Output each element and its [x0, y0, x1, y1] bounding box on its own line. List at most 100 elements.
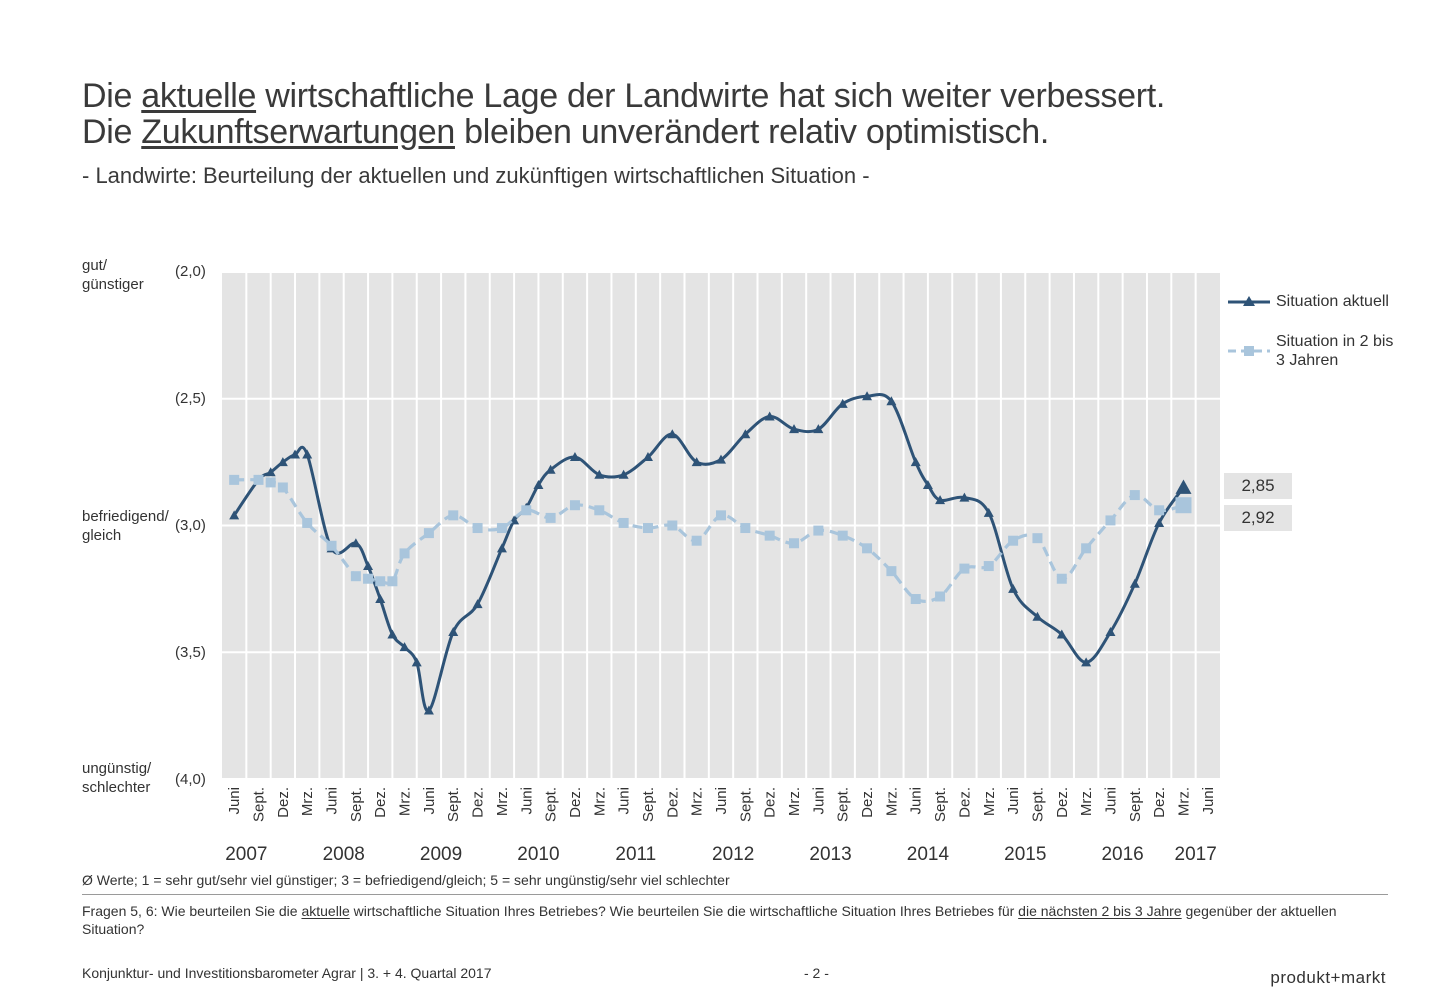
year-label: 2015: [1004, 844, 1046, 865]
data-point-zukunft: [1056, 573, 1067, 584]
data-point-aktuell: [302, 449, 313, 459]
data-point-zukunft: [496, 523, 507, 534]
data-point-aktuell: [423, 705, 434, 715]
data-point-zukunft: [326, 540, 337, 551]
title-line-1: Die aktuelle wirtschaftliche Lage der La…: [82, 77, 1166, 115]
y-label-bad: ungünstig/schlechter: [82, 760, 152, 796]
data-point-aktuell: [533, 479, 544, 489]
data-point-aktuell: [813, 424, 824, 434]
data-point-aktuell: [618, 469, 629, 479]
data-point-zukunft: [1008, 535, 1019, 546]
title-underlined-aktuelle: aktuelle: [141, 77, 257, 115]
x-tick-label: Juni: [616, 787, 633, 815]
data-point-zukunft: [350, 571, 361, 582]
year-label: 2012: [712, 844, 754, 865]
data-point-zukunft: [1032, 533, 1043, 544]
x-tick-label: Mrz.: [299, 787, 316, 816]
x-tick-label: Sept.: [1029, 787, 1046, 822]
x-tick-label: Dez.: [859, 787, 876, 818]
data-point-zukunft: [302, 517, 313, 528]
data-point-aktuell: [363, 561, 374, 571]
data-point-zukunft: [569, 500, 580, 511]
x-tick-label: Dez.: [1151, 787, 1168, 818]
data-point-zukunft: [1129, 490, 1140, 501]
data-point-zukunft: [837, 530, 848, 541]
x-tick-label: Juni: [713, 787, 730, 815]
data-point-zukunft: [667, 520, 678, 531]
data-point-zukunft: [1175, 497, 1192, 514]
x-tick-label: Sept.: [445, 787, 462, 822]
data-point-zukunft: [983, 561, 994, 572]
data-point-aktuell: [667, 429, 678, 439]
x-tick-label: Juni: [1200, 787, 1217, 815]
x-tick-label: Sept.: [348, 787, 365, 822]
x-tick-label: Juni: [226, 787, 243, 815]
x-tick-label: Sept.: [835, 787, 852, 822]
x-tick-label: Juni: [518, 787, 535, 815]
x-tick-label: Juni: [810, 787, 827, 815]
data-point-zukunft: [545, 512, 556, 523]
data-point-aktuell: [350, 538, 361, 548]
data-point-aktuell: [1154, 517, 1165, 527]
data-point-zukunft: [642, 523, 653, 534]
data-point-zukunft: [399, 548, 410, 559]
year-label: 2011: [615, 844, 656, 865]
year-label: 2009: [420, 844, 462, 865]
data-point-zukunft: [375, 576, 386, 587]
x-tick-label: Sept.: [543, 787, 560, 822]
data-point-aktuell: [983, 507, 994, 517]
data-point-aktuell: [496, 543, 507, 553]
x-tick-label: Dez.: [372, 787, 389, 818]
data-point-zukunft: [618, 517, 629, 528]
footer-source: Konjunktur- und Investitionsbarometer Ag…: [82, 965, 492, 981]
data-point-aktuell: [1008, 583, 1019, 593]
data-point-aktuell: [1175, 479, 1192, 494]
data-point-zukunft: [862, 543, 873, 554]
data-point-aktuell: [387, 629, 398, 639]
y-label-neutral: befriedigend/gleich: [82, 508, 169, 544]
x-tick-label: Mrz.: [1175, 787, 1192, 816]
data-point-aktuell: [545, 464, 556, 474]
x-tick-label: Sept.: [251, 787, 268, 822]
data-point-aktuell: [229, 510, 240, 520]
data-point-zukunft: [886, 566, 897, 577]
data-point-aktuell: [375, 594, 386, 604]
data-point-zukunft: [363, 573, 374, 584]
data-point-aktuell: [411, 657, 422, 667]
data-point-zukunft: [387, 576, 398, 587]
y-label-good: gut/günstiger: [82, 257, 144, 293]
x-tick-label: Dez.: [762, 787, 779, 818]
question-text: Fragen 5, 6: Wie beurteilen Sie die aktu…: [82, 903, 1337, 937]
x-tick-label: Sept.: [640, 787, 657, 822]
data-point-zukunft: [691, 535, 702, 546]
y-tick-label: (2,5): [175, 390, 206, 407]
data-point-aktuell: [716, 454, 726, 464]
data-point-zukunft: [423, 528, 434, 539]
data-point-aktuell: [1105, 626, 1116, 636]
x-tick-label: Mrz.: [591, 787, 608, 816]
data-point-aktuell: [1081, 657, 1092, 667]
y-tick-label: (3,5): [175, 644, 206, 661]
data-point-zukunft: [265, 477, 276, 488]
x-tick-label: Mrz.: [494, 787, 511, 816]
x-tick-label: Juni: [324, 787, 341, 815]
data-point-aktuell: [472, 599, 483, 609]
year-label: 2008: [323, 844, 365, 865]
data-point-aktuell: [862, 391, 873, 401]
data-point-aktuell: [265, 467, 276, 477]
data-point-zukunft: [594, 505, 605, 516]
y-tick-label: (3,0): [175, 517, 206, 534]
end-value-aktuell: 2,85: [1224, 473, 1292, 499]
data-point-zukunft: [521, 505, 532, 516]
x-tick-label: Juni: [1005, 787, 1022, 815]
x-tick-label: Dez.: [567, 787, 584, 818]
x-tick-label: Mrz.: [397, 787, 414, 816]
data-point-aktuell: [399, 642, 410, 652]
y-tick-label: (4,0): [175, 771, 206, 788]
data-point-zukunft: [789, 538, 800, 549]
data-point-aktuell: [448, 626, 459, 636]
year-label: 2010: [517, 844, 559, 865]
x-tick-label: Mrz.: [1078, 787, 1095, 816]
data-point-aktuell: [910, 457, 921, 467]
